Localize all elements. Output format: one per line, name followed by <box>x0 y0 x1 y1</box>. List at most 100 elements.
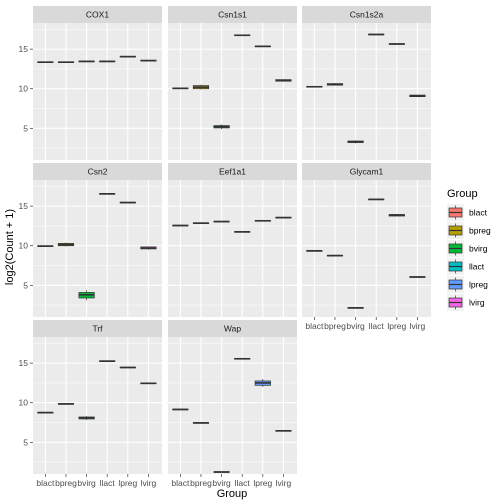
box-bvirg <box>78 416 95 421</box>
panel-background <box>302 180 431 317</box>
y-tick-label: 15 <box>19 44 29 54</box>
box-lpreg <box>119 366 136 369</box>
y-tick-label: 15 <box>19 201 29 211</box>
box-lvirg <box>140 59 157 62</box>
box-blact <box>172 224 189 227</box>
x-tick-label: lpreg <box>253 478 272 488</box>
facet-strip-label: COX1 <box>86 10 109 20</box>
box-bpreg <box>192 422 210 424</box>
box-lpreg <box>254 45 271 48</box>
box-bpreg <box>57 242 75 247</box>
facet-strip <box>168 320 297 337</box>
box-llact <box>368 33 385 36</box>
x-axis-title: Group <box>217 488 248 500</box>
y-axis-title: log2(Count + 1) <box>4 209 16 285</box>
legend-label: blact <box>469 208 488 218</box>
box-llact <box>234 34 251 37</box>
y-tick-label: 10 <box>19 398 29 408</box>
legend-label: lvirg <box>469 298 485 308</box>
box-lpreg <box>388 43 405 45</box>
box-bpreg <box>57 403 75 405</box>
box-bvirg <box>213 124 230 130</box>
x-tick-label: bvirg <box>212 478 231 488</box>
y-tick-label: 5 <box>23 123 28 133</box>
box-llact <box>368 198 385 201</box>
facet-strip <box>33 163 162 180</box>
panel-background <box>33 23 162 160</box>
x-tick-label: llact <box>100 478 116 488</box>
box-lvirg <box>275 216 292 219</box>
x-tick-label: bvirg <box>77 478 96 488</box>
box-lpreg <box>388 214 405 217</box>
box-lvirg <box>275 430 292 432</box>
box-blact <box>172 408 189 411</box>
panel-background <box>168 337 297 474</box>
y-tick-label: 15 <box>19 358 29 368</box>
facet-strip-label: Csn1s1 <box>218 10 247 20</box>
panel-background <box>168 180 297 317</box>
facet-panel-csn1s2a: Csn1s2a <box>302 6 431 160</box>
box-llact <box>99 360 116 362</box>
box-llact <box>99 60 116 63</box>
box-blact <box>37 61 54 63</box>
facet-panel-glycam1: Glycam1 blact bpreg bvirg llact lpreg lvirg <box>302 163 431 331</box>
box-lvirg <box>140 382 157 385</box>
legend-item-lpreg: lpreg <box>447 276 488 293</box>
box-llact <box>234 357 251 360</box>
panel-background <box>33 337 162 474</box>
facet-strip-label: Trf <box>92 324 103 334</box>
x-tick-label: lvirg <box>141 478 157 488</box>
box-bvirg <box>78 60 95 63</box>
x-tick-label: blact <box>36 478 55 488</box>
box-blact <box>37 245 54 247</box>
box-lpreg <box>119 201 136 204</box>
facet-strip-label: Glycam1 <box>350 167 384 177</box>
box-blact <box>172 87 189 90</box>
y-tick-label: 10 <box>19 84 29 94</box>
legend-item-bpreg: bpreg <box>447 222 491 239</box>
box-lpreg <box>119 55 136 58</box>
box-bpreg <box>192 84 210 90</box>
x-tick-label: blact <box>305 321 324 331</box>
box-llact <box>234 231 251 233</box>
panel-background <box>168 23 297 160</box>
facet-panel-cox1: COX1 5 10 15 <box>19 6 162 160</box>
y-tick-label: 10 <box>19 241 29 251</box>
facet-panel-eef1a1: Eef1a1 <box>168 163 297 317</box>
x-tick-label: llact <box>235 478 251 488</box>
box-bvirg <box>213 220 230 223</box>
legend-item-lvirg: lvirg <box>447 294 485 311</box>
x-tick-label: bpreg <box>324 321 346 331</box>
facet-strip <box>302 163 431 180</box>
facet-strip-label: Csn2 <box>88 167 108 177</box>
facet-strip <box>33 6 162 23</box>
box-lpreg <box>254 219 271 222</box>
box-bvirg <box>347 140 364 144</box>
legend-label: llact <box>469 262 485 272</box>
x-tick-label: bpreg <box>55 478 77 488</box>
box-lpreg <box>254 378 271 387</box>
x-tick-label: lvirg <box>410 321 426 331</box>
facet-strip-label: Wap <box>224 324 241 334</box>
box-bvirg <box>347 307 364 309</box>
x-tick-label: lvirg <box>276 478 292 488</box>
panel-background <box>302 23 431 160</box>
x-tick-label: lpreg <box>387 321 406 331</box>
box-bvirg <box>213 471 230 473</box>
box-blact <box>306 85 323 88</box>
box-bpreg <box>326 83 344 86</box>
facet-panel-csn2: Csn2 5 10 15 <box>19 163 162 317</box>
legend-label: lpreg <box>469 280 488 290</box>
box-blact <box>306 250 323 252</box>
legend-item-bvirg: bvirg <box>447 240 488 257</box>
box-bpreg <box>326 254 344 257</box>
box-lvirg <box>140 246 157 250</box>
legend-label: bpreg <box>469 226 491 236</box>
facet-panel-wap: Wap blact bpreg bvirg llact lpreg lvirg <box>168 320 297 488</box>
x-tick-label: bvirg <box>346 321 365 331</box>
facet-panel-trf: Trf 5 10 15 blact bpreg bvirg llact lpreg lvirg <box>19 320 162 488</box>
facet-strip <box>168 163 297 180</box>
legend-label: bvirg <box>469 244 488 254</box>
facet-strip <box>168 6 297 23</box>
